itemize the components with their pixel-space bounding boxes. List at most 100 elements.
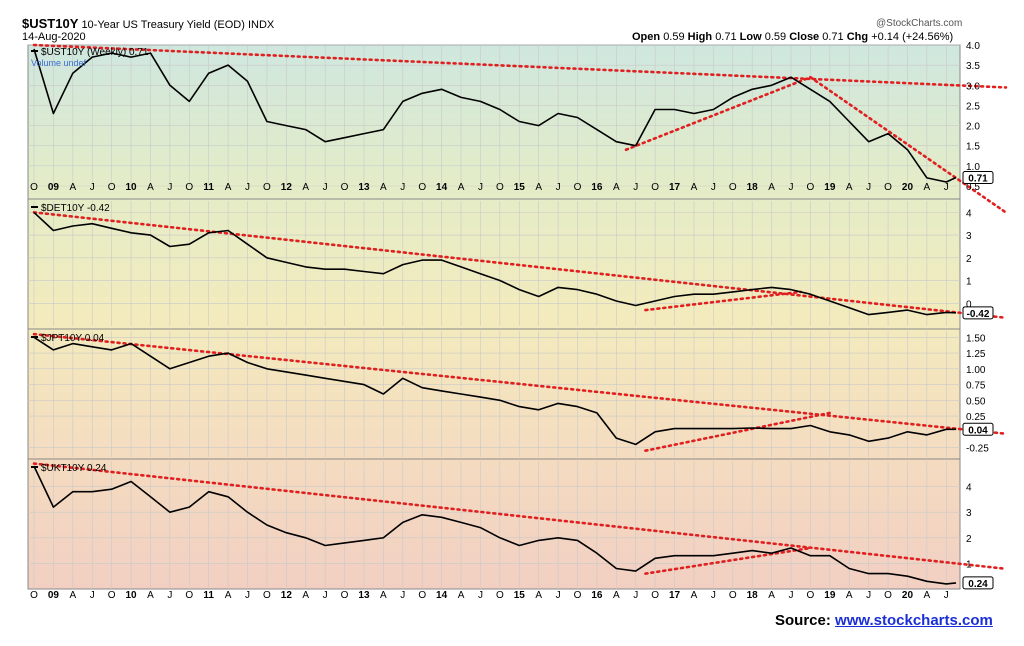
x-tick-label: 19 bbox=[824, 590, 836, 601]
low-value: 0.59 bbox=[764, 31, 787, 43]
x-tick-label: O bbox=[729, 182, 737, 193]
x-tick-label: 11 bbox=[203, 590, 214, 601]
y-tick-label: 0 bbox=[966, 299, 972, 310]
y-tick-label: 0.5 bbox=[966, 182, 980, 193]
y-tick-label: 1 bbox=[966, 277, 972, 288]
legend-2: $DET10Y -0.42 bbox=[31, 203, 110, 214]
trendline bbox=[32, 211, 1008, 320]
x-tick-label: J bbox=[167, 590, 172, 601]
x-tick-label: O bbox=[418, 182, 426, 193]
x-tick-label: J bbox=[556, 590, 561, 601]
x-tick-label: 20 bbox=[902, 182, 914, 193]
y-tick-label: 1.50 bbox=[966, 333, 986, 344]
x-tick-label: A bbox=[846, 182, 853, 193]
x-tick-label: 12 bbox=[281, 590, 293, 601]
legend-3: $JPT10Y 0.04 bbox=[31, 333, 105, 344]
x-tick-label: 12 bbox=[281, 182, 293, 193]
chg-label: Chg bbox=[846, 31, 869, 43]
x-tick-label: J bbox=[944, 590, 949, 601]
y-tick-label: 1.5 bbox=[966, 142, 980, 153]
x-tick-label: O bbox=[418, 590, 426, 601]
x-tick-label: 14 bbox=[436, 590, 448, 601]
y-tick-label: 3 bbox=[966, 508, 972, 519]
trendline bbox=[644, 411, 832, 453]
symbol-label: $UST10Y bbox=[22, 16, 79, 31]
exchange-label: INDX bbox=[247, 19, 275, 31]
last-value-label-1: 0.71 bbox=[962, 171, 994, 185]
x-tick-label: 09 bbox=[48, 590, 60, 601]
y-tick-label: 4 bbox=[966, 483, 972, 494]
last-value-label-3: 0.04 bbox=[962, 422, 994, 436]
x-tick-label: 17 bbox=[669, 182, 681, 193]
ohlc-readout: Open 0.59 High 0.71 Low 0.59 Close 0.71 … bbox=[632, 31, 953, 43]
y-tick-label: 3 bbox=[966, 231, 972, 242]
source-label: Source: bbox=[775, 612, 831, 629]
x-tick-label: J bbox=[245, 182, 250, 193]
x-tick-label: O bbox=[729, 590, 737, 601]
x-tick-label: O bbox=[651, 590, 659, 601]
x-tick-label: J bbox=[323, 182, 328, 193]
x-tick-label: O bbox=[263, 182, 271, 193]
chart-header: $UST10Y 10-Year US Treasury Yield (EOD) … bbox=[22, 16, 274, 31]
x-tick-label: A bbox=[924, 590, 931, 601]
x-tick-label: O bbox=[30, 590, 38, 601]
open-value: 0.59 bbox=[663, 31, 685, 43]
x-tick-label: J bbox=[323, 590, 328, 601]
x-tick-label: 11 bbox=[203, 182, 214, 193]
x-tick-label: 18 bbox=[747, 590, 759, 601]
volume-legend: Volume undef bbox=[31, 58, 87, 68]
last-value-box bbox=[962, 576, 994, 590]
last-value-text: 0.24 bbox=[968, 579, 988, 590]
x-tick-label: O bbox=[807, 590, 815, 601]
series-line-4 bbox=[33, 465, 957, 585]
last-value-box bbox=[962, 306, 994, 320]
y-tick-label: 0.25 bbox=[966, 412, 986, 423]
chg-value: +0.14 (+24.56%) bbox=[871, 31, 954, 43]
stockcharts-watermark: @StockCharts.com bbox=[876, 18, 963, 29]
x-tick-label: A bbox=[458, 182, 465, 193]
y-tick-label: 4.0 bbox=[966, 41, 980, 52]
y-tick-label: 1 bbox=[966, 559, 972, 570]
x-tick-label: O bbox=[185, 182, 193, 193]
last-value-text: 0.04 bbox=[968, 425, 988, 436]
x-tick-label: 19 bbox=[824, 182, 836, 193]
last-value-box bbox=[962, 422, 994, 436]
x-tick-label: 10 bbox=[125, 590, 137, 601]
x-tick-label: A bbox=[147, 182, 154, 193]
trendline bbox=[32, 462, 1008, 571]
high-value: 0.71 bbox=[715, 31, 737, 43]
x-tick-label: J bbox=[90, 182, 95, 193]
x-tick-label: A bbox=[768, 590, 775, 601]
x-tick-label: A bbox=[535, 182, 542, 193]
trendline bbox=[644, 290, 803, 312]
x-tick-label: A bbox=[380, 590, 387, 601]
x-tick-label: O bbox=[574, 590, 582, 601]
x-tick-label: O bbox=[341, 590, 349, 601]
x-tick-label: J bbox=[167, 182, 172, 193]
x-tick-label: 13 bbox=[358, 182, 370, 193]
x-tick-label: A bbox=[69, 182, 76, 193]
source-link[interactable]: www.stockcharts.com bbox=[835, 612, 993, 629]
x-tick-label: J bbox=[556, 182, 561, 193]
x-tick-label: J bbox=[400, 590, 405, 601]
series-line-2 bbox=[33, 211, 957, 316]
x-tick-label: O bbox=[651, 182, 659, 193]
x-tick-label: A bbox=[535, 590, 542, 601]
x-tick-label: J bbox=[866, 590, 871, 601]
x-tick-label: 16 bbox=[591, 590, 603, 601]
last-value-label-2: -0.42 bbox=[962, 306, 994, 320]
x-tick-label: A bbox=[147, 590, 154, 601]
x-tick-label: O bbox=[185, 590, 193, 601]
x-tick-label: J bbox=[633, 590, 638, 601]
x-tick-label: A bbox=[768, 182, 775, 193]
close-value: 0.71 bbox=[822, 31, 844, 43]
series-line-1 bbox=[33, 48, 957, 183]
y-tick-label: 2 bbox=[966, 534, 972, 545]
x-tick-label: J bbox=[633, 182, 638, 193]
plot-background bbox=[27, 44, 961, 590]
legend-label: $UKT10Y 0.24 bbox=[41, 463, 107, 474]
high-label: High bbox=[687, 31, 713, 43]
symbol-description: 10-Year US Treasury Yield (EOD) bbox=[81, 19, 245, 31]
y-tick-label: 1.00 bbox=[966, 365, 986, 376]
